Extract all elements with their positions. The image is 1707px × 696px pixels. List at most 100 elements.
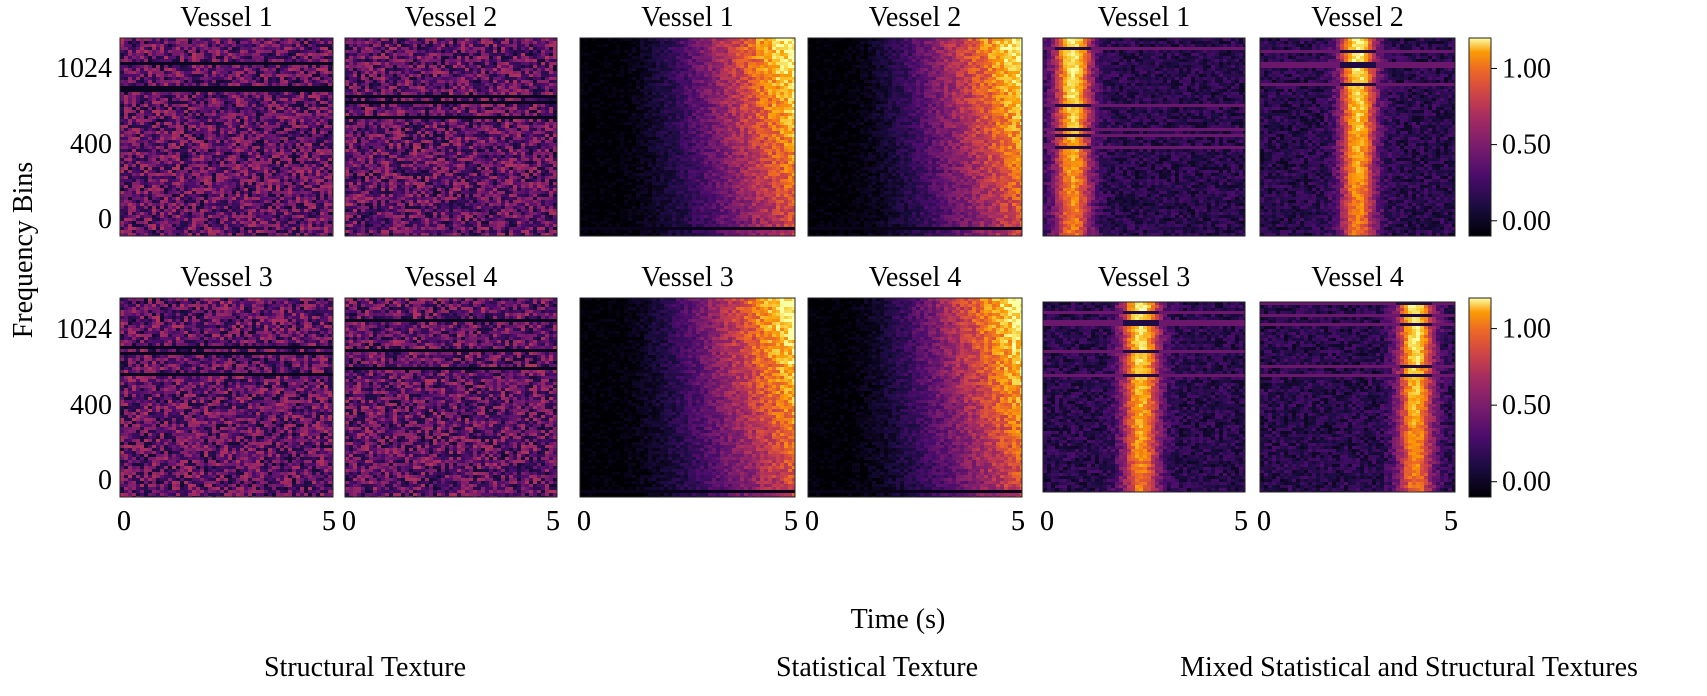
heatmap-cell	[308, 149, 312, 152]
heatmap-cell	[168, 197, 172, 200]
heatmap-cell	[280, 53, 284, 56]
heatmap-cell	[232, 149, 236, 152]
heatmap-cell	[132, 155, 136, 158]
heatmap-cell	[296, 83, 300, 86]
heatmap-cell	[316, 89, 320, 92]
heatmap-cell	[196, 212, 200, 215]
heatmap-cell	[292, 50, 296, 53]
heatmap-cell	[320, 89, 324, 92]
heatmap-cell	[124, 101, 128, 104]
heatmap-cell	[304, 167, 308, 170]
heatmap-cell	[280, 221, 284, 224]
heatmap-cell	[461, 50, 465, 53]
heatmap-cell	[320, 53, 324, 56]
heatmap-cell	[256, 95, 260, 98]
heatmap-cell	[505, 41, 509, 44]
heatmap-cell	[300, 155, 304, 158]
heatmap-cell	[200, 86, 204, 89]
heatmap-cell	[304, 200, 308, 203]
heatmap-cell	[308, 209, 312, 212]
heatmap-cell	[204, 83, 208, 86]
heatmap-cell	[248, 173, 252, 176]
heatmap-cell	[176, 134, 180, 137]
heatmap-cell	[192, 161, 196, 164]
heatmap-cell	[304, 170, 308, 173]
y-tick-label: 1024	[56, 53, 112, 84]
heatmap-cell	[260, 218, 264, 221]
heatmap-cell	[136, 143, 140, 146]
heatmap-cell	[144, 119, 148, 122]
heatmap-cell	[296, 68, 300, 71]
heatmap-cell	[176, 80, 180, 83]
heatmap-cell	[260, 221, 264, 224]
heatmap-cell	[236, 218, 240, 221]
heatmap-cell	[316, 191, 320, 194]
heatmap-cell	[256, 173, 260, 176]
heatmap-cell	[320, 98, 324, 101]
heatmap-cell	[168, 164, 172, 167]
heatmap-cell	[252, 221, 256, 224]
heatmap-cell	[429, 44, 433, 47]
heatmap-cell	[148, 137, 152, 140]
heatmap-cell	[212, 179, 216, 182]
heatmap-cell	[228, 98, 232, 101]
heatmap-cell	[264, 197, 268, 200]
heatmap-cell	[184, 41, 188, 44]
heatmap-cell	[252, 227, 256, 230]
heatmap-cell	[280, 59, 284, 62]
heatmap-cell	[256, 212, 260, 215]
heatmap-cell	[156, 197, 160, 200]
heatmap-cell	[228, 113, 232, 116]
heatmap-cell	[320, 215, 324, 218]
heatmap-cell	[176, 206, 180, 209]
heatmap-cell	[144, 134, 148, 137]
heatmap-cell	[280, 113, 284, 116]
heatmap-cell	[244, 107, 248, 110]
heatmap-cell	[280, 68, 284, 71]
heatmap-cell	[433, 50, 437, 53]
heatmap-cell	[152, 80, 156, 83]
heatmap-cell	[244, 47, 248, 50]
heatmap-cell	[168, 95, 172, 98]
heatmap-cell	[156, 182, 160, 185]
heatmap-cell	[296, 110, 300, 113]
heatmap-cell	[244, 185, 248, 188]
heatmap-cell	[172, 143, 176, 146]
heatmap-cell	[164, 128, 168, 131]
heatmap-cell	[156, 71, 160, 74]
heatmap-cell	[300, 59, 304, 62]
heatmap-cell	[445, 53, 449, 56]
heatmap-cell	[272, 230, 276, 233]
heatmap-cell	[304, 83, 308, 86]
heatmap-cell	[288, 140, 292, 143]
heatmap-cell	[132, 221, 136, 224]
heatmap-cell	[140, 230, 144, 233]
heatmap-cell	[228, 194, 232, 197]
heatmap-cell	[268, 155, 272, 158]
heatmap-cell	[172, 146, 176, 149]
heatmap-cell	[541, 47, 545, 50]
heatmap-cell	[124, 221, 128, 224]
heatmap-cell	[180, 170, 184, 173]
heatmap-cell	[288, 44, 292, 47]
heatmap-cell	[312, 119, 316, 122]
heatmap-cell	[144, 98, 148, 101]
heatmap-cell	[521, 53, 525, 56]
heatmap-cell	[160, 230, 164, 233]
heatmap-cell	[176, 152, 180, 155]
heatmap-cell	[132, 116, 136, 119]
heatmap-cell	[312, 149, 316, 152]
heatmap-cell	[120, 41, 124, 44]
heatmap-cell	[268, 218, 272, 221]
heatmap-cell	[156, 116, 160, 119]
heatmap-cell	[461, 53, 465, 56]
heatmap-cell	[128, 137, 132, 140]
heatmap-cell	[377, 56, 381, 59]
heatmap-cell	[304, 212, 308, 215]
heatmap-cell	[160, 89, 164, 92]
heatmap-cell	[160, 53, 164, 56]
heatmap-cell	[176, 71, 180, 74]
heatmap-cell	[212, 215, 216, 218]
heatmap-cell	[272, 164, 276, 167]
heatmap-cell	[140, 71, 144, 74]
